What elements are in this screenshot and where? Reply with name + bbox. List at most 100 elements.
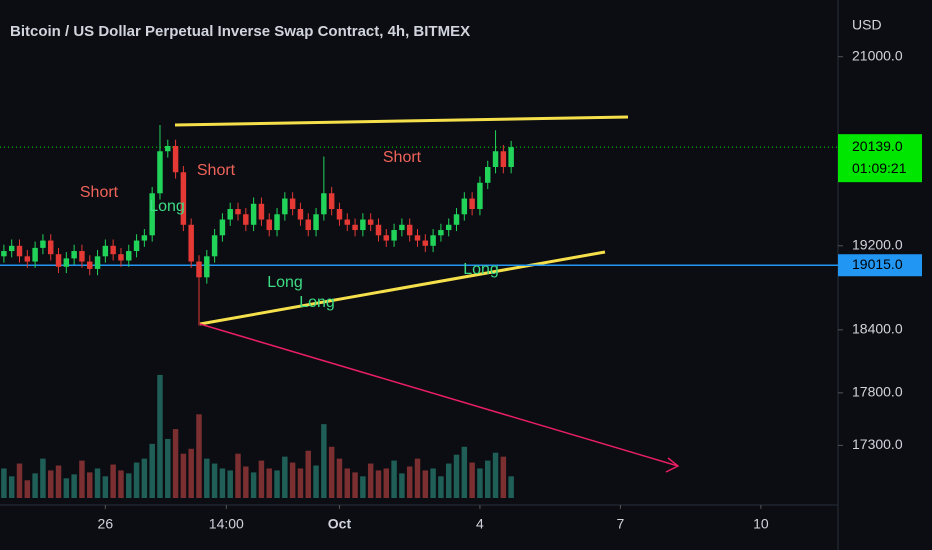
candle-body [172, 146, 179, 173]
volume-bar [477, 468, 483, 498]
volume-bar [1, 468, 7, 498]
candle-body [32, 247, 38, 262]
candle-body [414, 235, 421, 241]
candle-body [47, 240, 54, 255]
volume-bar [55, 465, 62, 498]
candle-body [399, 224, 405, 231]
x-tick-label: 7 [616, 516, 624, 532]
candle-body [157, 151, 163, 194]
candle-body [383, 235, 390, 241]
signal-label: Short [383, 149, 422, 166]
candle-body [352, 224, 358, 231]
candle-body [149, 193, 155, 236]
volume-bar [133, 462, 140, 498]
volume-bar [149, 443, 155, 498]
volume-bar [87, 472, 93, 498]
chart-title: Bitcoin / US Dollar Perpetual Inverse Sw… [10, 23, 470, 40]
signal-label: Long [149, 198, 185, 215]
volume-bar [40, 458, 46, 498]
volume-bar [383, 468, 390, 498]
candle-body [344, 219, 350, 225]
candle-body [87, 261, 93, 269]
volume-bar [321, 424, 327, 498]
x-tick-label: 10 [753, 516, 769, 532]
volume-bar [235, 453, 241, 498]
volume-bar [204, 458, 210, 498]
candle-body [453, 214, 460, 225]
volume-bar [24, 480, 31, 498]
countdown-label: 01:09:21 [852, 160, 907, 176]
candle-body [211, 235, 218, 257]
volume-bar [180, 453, 187, 498]
volume-bar [250, 472, 257, 498]
volume-bar [63, 478, 70, 498]
y-tick-label: 17800.0 [852, 384, 903, 400]
candle-body [289, 198, 296, 210]
arrow-head [665, 457, 680, 473]
signal-label: Long [267, 274, 303, 291]
candle-body [485, 167, 491, 183]
volume-bar [126, 473, 132, 498]
volume-bar [469, 462, 475, 498]
y-tick-label: 17300.0 [852, 436, 903, 452]
y-tick-label: 21000.0 [852, 47, 903, 63]
candle-body [204, 256, 210, 278]
signal-label: Short [197, 162, 236, 179]
candle-body [282, 198, 288, 215]
candle-body [1, 251, 7, 257]
candle-body [165, 146, 171, 152]
candle-body [235, 209, 241, 215]
candle-body [118, 254, 124, 261]
candle-body [102, 245, 109, 257]
volume-bar [243, 466, 249, 498]
volume-bar [352, 472, 358, 498]
x-tick-label: Oct [328, 516, 352, 532]
candle-body [40, 240, 46, 248]
candle-body [219, 219, 226, 236]
last-price-badge [838, 134, 922, 183]
candle-body [328, 193, 335, 210]
signal-label: Short [80, 184, 119, 201]
candle-body [469, 198, 475, 210]
x-tick-label: 26 [98, 516, 114, 532]
candle-body [274, 214, 280, 231]
volume-bar [336, 458, 343, 498]
candle-body [133, 240, 140, 252]
candle-body [126, 251, 132, 261]
candle-body [360, 219, 366, 231]
candle-body [508, 147, 514, 168]
volume-bar [219, 468, 226, 498]
candle-body [461, 198, 468, 215]
candle-body [445, 224, 452, 231]
signal-label: Long [463, 261, 499, 278]
candle-body [422, 240, 429, 246]
volume-bar [508, 476, 514, 498]
volume-bar [500, 456, 507, 498]
volume-bar [172, 429, 179, 498]
volume-bar [414, 458, 421, 498]
volume-bar [188, 448, 194, 498]
volume-bar [258, 460, 265, 498]
candle-body [305, 219, 311, 231]
candle-body [94, 256, 101, 269]
candle-body [8, 245, 15, 252]
volume-bar [492, 452, 499, 498]
volume-bar [165, 438, 171, 498]
candle-body [71, 251, 77, 259]
candle-body [180, 172, 187, 225]
volume-bar [430, 468, 436, 498]
volume-bar [157, 374, 163, 498]
level-badge [838, 254, 922, 277]
candle-body [63, 258, 70, 267]
volume-bar [47, 470, 54, 498]
candle-body [227, 209, 233, 220]
volume-bar [274, 470, 280, 498]
volume-bar [453, 454, 460, 498]
trend-line [199, 250, 606, 326]
volume-bar [375, 470, 382, 498]
volume-bar [399, 473, 405, 498]
candle-body [79, 251, 85, 262]
candle-body [313, 214, 319, 231]
volume-bar [94, 468, 101, 498]
